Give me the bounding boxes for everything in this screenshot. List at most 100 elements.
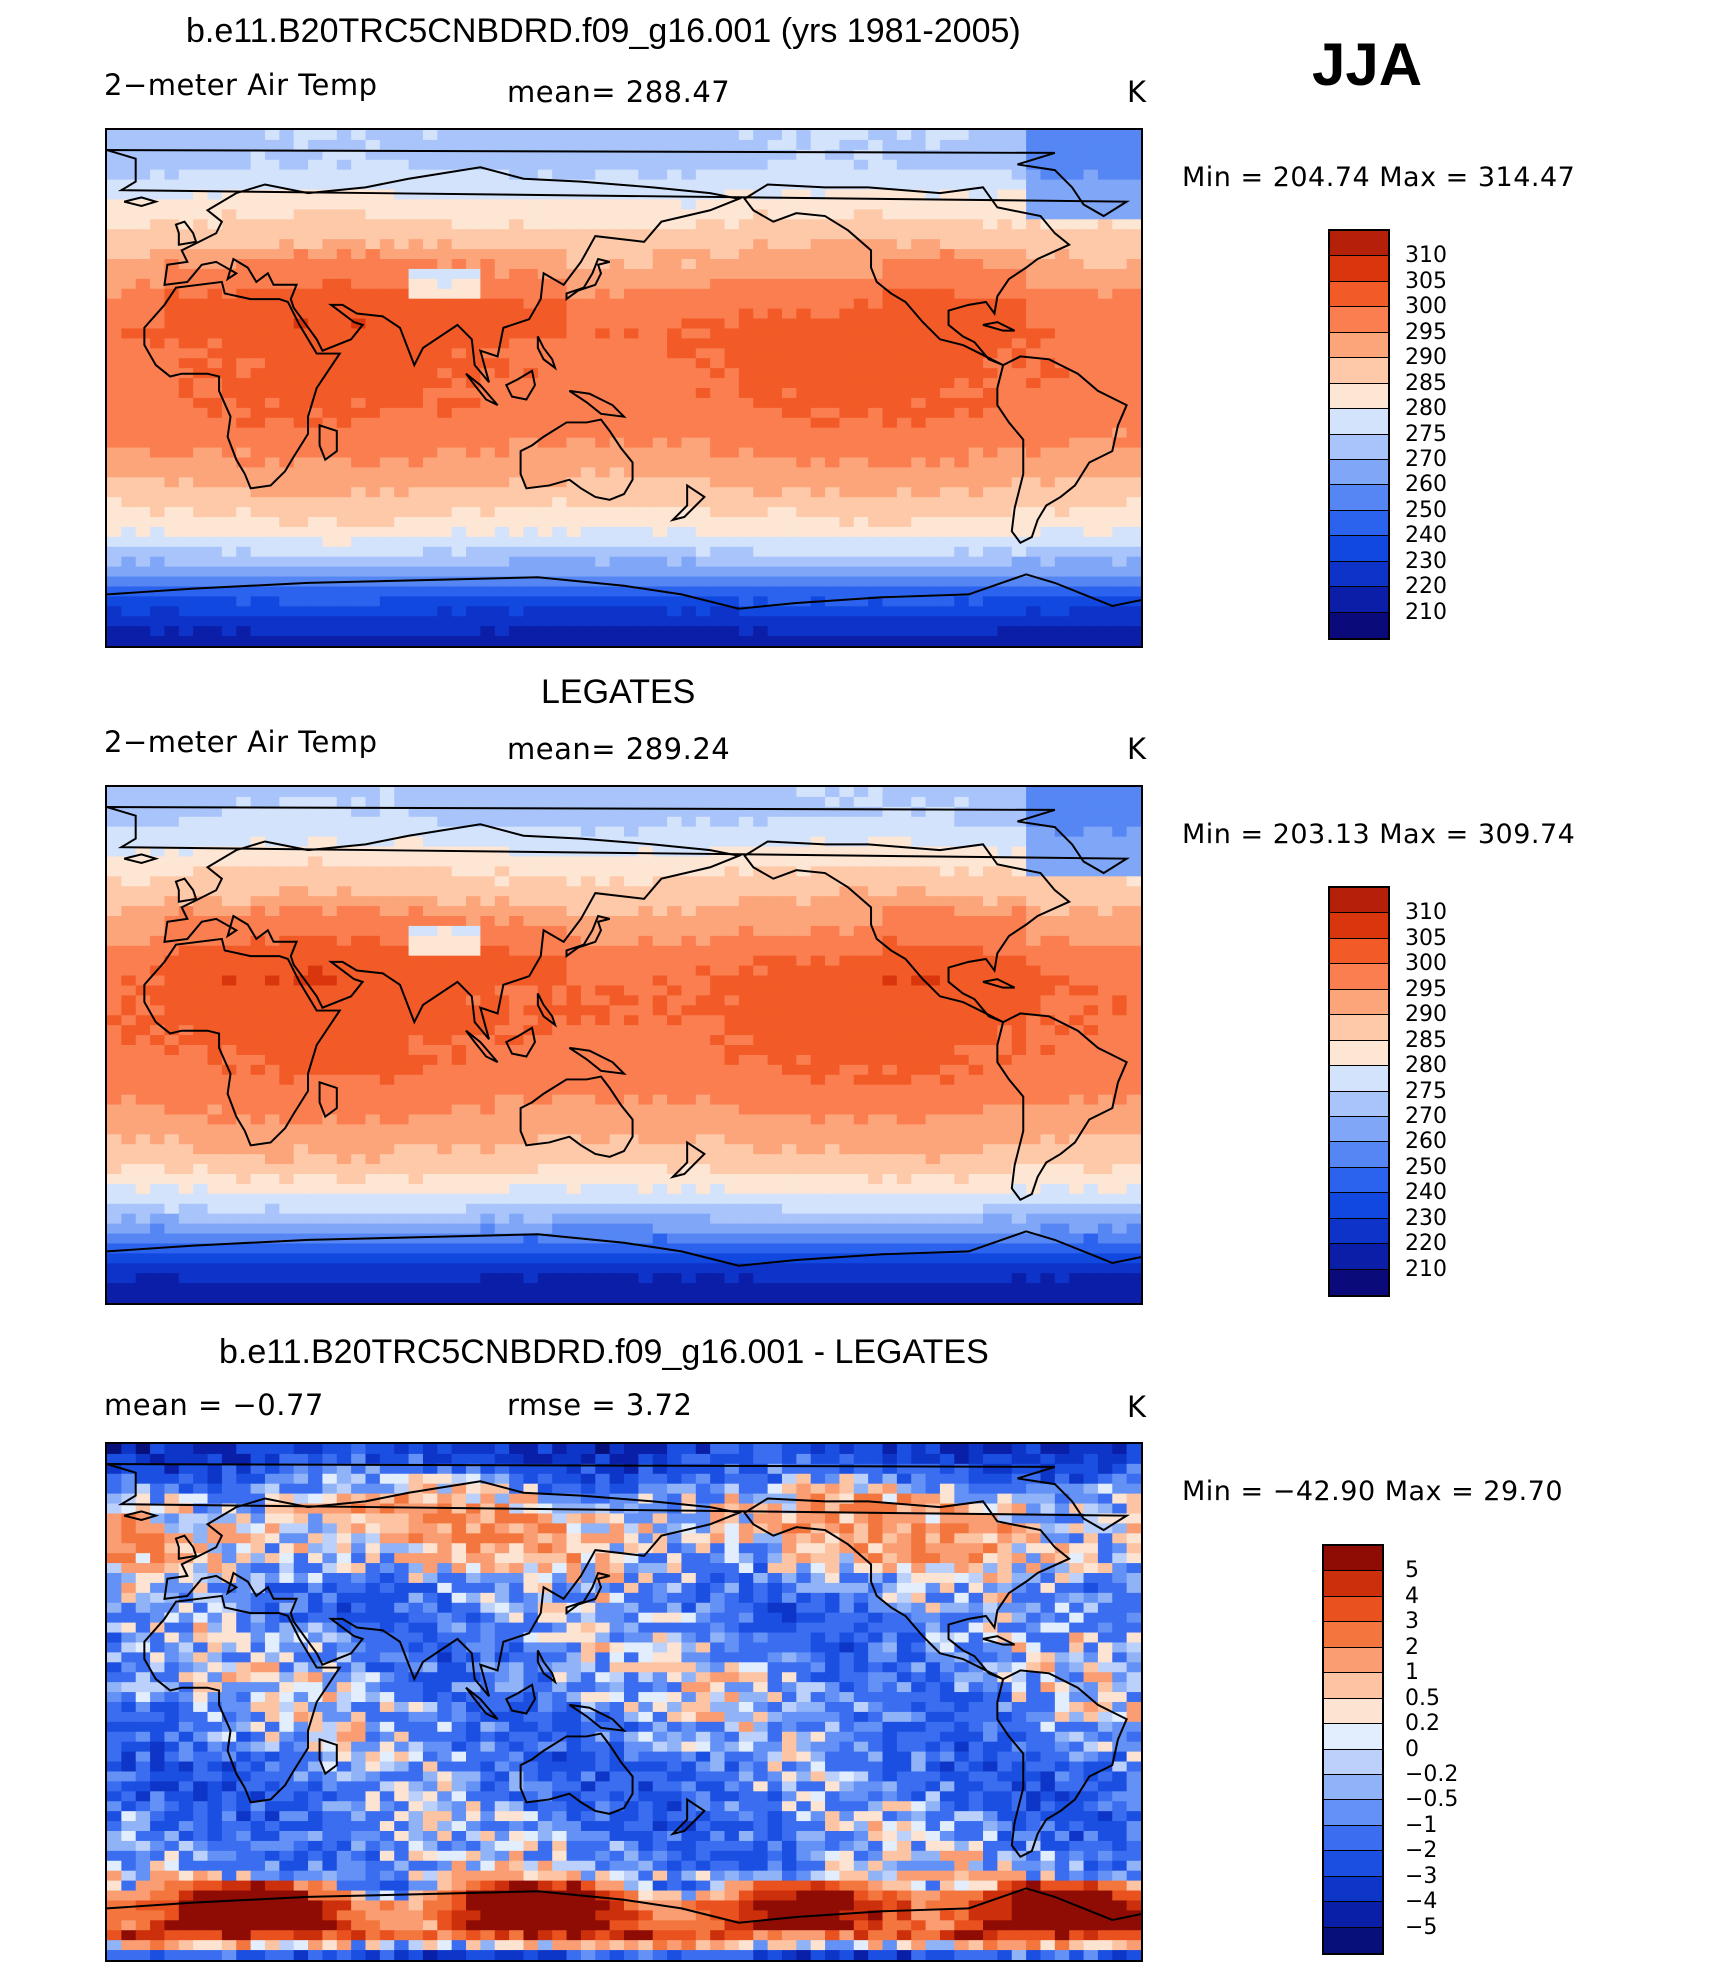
field-cell xyxy=(451,348,467,359)
field-cell xyxy=(379,209,395,220)
field-cell xyxy=(293,427,309,439)
field-cell xyxy=(580,636,596,646)
field-cell xyxy=(638,806,654,818)
field-cell xyxy=(566,437,582,449)
colorbar-cell xyxy=(1330,383,1388,410)
field-cell xyxy=(164,169,180,181)
field-cell xyxy=(839,358,855,369)
field-cell xyxy=(997,378,1013,389)
field-cell xyxy=(954,338,970,349)
field-cell xyxy=(781,876,797,887)
field-cell xyxy=(135,397,151,409)
field-cell xyxy=(983,378,998,389)
field-cell xyxy=(667,856,683,867)
field-cell xyxy=(480,556,496,568)
field-cell xyxy=(710,268,726,280)
field-cell xyxy=(509,596,525,607)
field-cell xyxy=(911,328,927,339)
field-cell xyxy=(997,308,1013,320)
field-cell xyxy=(1097,916,1113,927)
field-cell xyxy=(896,447,912,459)
field-cell xyxy=(781,139,797,151)
field-cell xyxy=(1011,368,1027,379)
field-cell xyxy=(150,787,166,798)
field-cell xyxy=(121,497,137,508)
field-cell xyxy=(264,437,280,449)
field-cell xyxy=(408,199,424,210)
field-cell xyxy=(279,626,295,637)
field-cell xyxy=(1069,546,1085,558)
field-cell xyxy=(250,916,266,927)
field-cell xyxy=(566,427,582,439)
field-cell xyxy=(221,467,237,478)
field-cell xyxy=(738,149,754,161)
field-cell xyxy=(925,407,941,419)
field-cell xyxy=(911,348,927,359)
field-cell xyxy=(379,836,395,848)
field-cell xyxy=(796,199,812,210)
field-cell xyxy=(264,896,280,907)
field-cell xyxy=(954,596,970,607)
field-cell xyxy=(882,576,898,588)
field-cell xyxy=(121,566,137,578)
field-cell xyxy=(221,179,237,191)
field-cell xyxy=(767,576,783,588)
field-cell xyxy=(667,507,683,518)
field-cell xyxy=(379,239,395,250)
field-cell xyxy=(422,249,438,260)
field-cell xyxy=(279,497,295,508)
field-cell xyxy=(1054,477,1070,488)
field-cell xyxy=(150,130,166,141)
field-cell xyxy=(954,328,970,339)
field-cell xyxy=(480,796,496,808)
field-cell xyxy=(293,517,309,528)
field-cell xyxy=(1083,886,1099,897)
field-cell xyxy=(939,437,955,449)
field-cell xyxy=(911,507,927,518)
field-cell xyxy=(1026,596,1042,607)
field-cell xyxy=(207,318,223,330)
field-cell xyxy=(738,886,754,897)
field-cell xyxy=(351,886,367,897)
field-cell xyxy=(451,318,467,330)
field-cell xyxy=(753,249,769,260)
field-cell xyxy=(868,278,884,290)
field-cell xyxy=(107,338,122,349)
field-cell xyxy=(250,626,266,637)
field-cell xyxy=(523,906,539,917)
field-cell xyxy=(868,576,884,588)
field-cell xyxy=(695,796,711,808)
field-cell xyxy=(767,787,783,798)
field-cell xyxy=(753,397,769,409)
field-cell xyxy=(1069,278,1085,290)
field-cell xyxy=(968,308,984,320)
field-cell xyxy=(537,219,553,230)
field-cell xyxy=(193,606,209,617)
field-cell xyxy=(250,826,266,838)
field-cell xyxy=(796,856,812,867)
field-cell xyxy=(293,935,309,947)
field-cell xyxy=(767,856,783,867)
field-cell xyxy=(1083,906,1099,917)
field-cell xyxy=(466,517,481,528)
field-cell xyxy=(1040,368,1056,379)
field-cell xyxy=(753,417,769,429)
field-cell xyxy=(595,159,611,171)
field-cell xyxy=(925,278,941,290)
field-cell xyxy=(451,427,467,439)
field-cell xyxy=(566,896,582,907)
field-cell xyxy=(451,328,467,339)
field-cell xyxy=(308,517,324,528)
field-cell xyxy=(537,308,553,320)
field-cell xyxy=(810,935,826,947)
field-cell xyxy=(1026,836,1042,848)
field-cell xyxy=(351,586,367,597)
field-cell xyxy=(911,179,927,191)
field-cell xyxy=(351,447,367,459)
field-cell xyxy=(710,427,726,439)
field-cell xyxy=(1069,866,1085,877)
field-cell xyxy=(681,556,697,568)
field-cell xyxy=(451,447,467,459)
field-cell xyxy=(868,288,884,300)
field-cell xyxy=(150,526,166,538)
